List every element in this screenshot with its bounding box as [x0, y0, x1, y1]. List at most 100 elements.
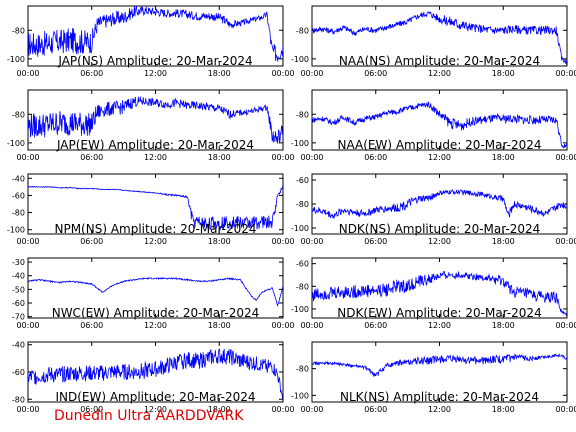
y-tick-label: -100 [291, 55, 309, 64]
x-tick-label: 00:00 [555, 237, 576, 246]
panel-title: NDK(NS) Amplitude: 20-Mar-2024 [339, 222, 541, 236]
data-series-line [28, 96, 283, 144]
y-tick-label: -40 [12, 272, 25, 281]
x-tick-label: 12:00 [428, 405, 451, 414]
x-tick-label: 06:00 [364, 69, 387, 78]
x-tick-label: 00:00 [300, 153, 323, 162]
x-tick-label: 00:00 [16, 405, 39, 414]
x-tick-label: 18:00 [208, 405, 231, 414]
x-tick-label: 06:00 [80, 405, 103, 414]
x-tick-label: 12:00 [144, 69, 167, 78]
x-tick-label: 00:00 [271, 237, 294, 246]
y-tick-label: -60 [12, 368, 25, 377]
x-tick-label: 06:00 [364, 237, 387, 246]
panel-title: NAA(NS) Amplitude: 20-Mar-2024 [339, 54, 540, 68]
x-tick-label: 00:00 [555, 153, 576, 162]
x-tick-label: 00:00 [16, 237, 39, 246]
y-tick-label: -60 [12, 299, 25, 308]
panel-7: -70 -60 -50 -40 -30 00:00 06:00 12:00 18:00 00:00… [12, 257, 295, 330]
data-series-line [28, 6, 283, 62]
panel-title: NAA(EW) Amplitude: 20-Mar-2024 [337, 138, 541, 152]
panel-6: -100 -80 -60 00:00 06:00 12:00 18:00 00:00 NDK(N… [291, 173, 576, 246]
x-tick-label: 06:00 [364, 321, 387, 330]
x-tick-label: 00:00 [300, 321, 323, 330]
y-tick-label: -100 [7, 139, 25, 148]
x-tick-label: 18:00 [492, 153, 515, 162]
x-tick-label: 00:00 [555, 321, 576, 330]
x-tick-label: 18:00 [492, 69, 515, 78]
x-tick-label: 00:00 [271, 69, 294, 78]
y-tick-label: -80 [296, 26, 309, 35]
x-tick-label: 06:00 [80, 153, 103, 162]
y-tick-label: -80 [296, 110, 309, 119]
y-tick-label: -100 [291, 305, 309, 314]
y-tick-label: -80 [12, 395, 25, 404]
x-tick-label: 06:00 [80, 237, 103, 246]
x-tick-label: 00:00 [271, 153, 294, 162]
y-tick-label: -100 [7, 55, 25, 64]
panel-9: -80 -60 -40 00:00 06:00 12:00 18:00 00:00 IND(EW… [12, 341, 295, 414]
axes-box [27, 173, 284, 235]
panel-title: NLK(NS) Amplitude: 20-Mar-2024 [340, 390, 539, 404]
axes-box [27, 257, 284, 319]
x-tick-label: 00:00 [16, 69, 39, 78]
y-tick-label: -70 [12, 313, 25, 322]
panel-title: IND(EW) Amplitude: 20-Mar-2024 [55, 390, 255, 404]
x-tick-label: 00:00 [555, 405, 576, 414]
panel-5: -100 -80 -60 -40 00:00 06:00 12:00 18:00 00:00 NP… [7, 173, 295, 246]
axes-box [311, 5, 568, 67]
x-tick-label: 06:00 [80, 321, 103, 330]
panel-title: NWC(EW) Amplitude: 20-Mar-2024 [52, 306, 260, 320]
panel-title: NDK(EW) Amplitude: 20-Mar-2024 [337, 306, 541, 320]
x-tick-label: 18:00 [208, 153, 231, 162]
x-tick-label: 12:00 [428, 237, 451, 246]
axes-box [311, 257, 568, 319]
x-tick-label: 12:00 [144, 153, 167, 162]
y-tick-label: -100 [7, 226, 25, 235]
axes-box [311, 173, 568, 235]
y-tick-label: -80 [12, 110, 25, 119]
x-tick-label: 18:00 [208, 237, 231, 246]
x-tick-label: 06:00 [80, 69, 103, 78]
x-tick-label: 12:00 [144, 405, 167, 414]
data-series-line [312, 353, 567, 378]
y-tick-label: -80 [296, 200, 309, 209]
x-tick-label: 12:00 [144, 237, 167, 246]
panel-title: JAP(EW) Amplitude: 20-Mar-2024 [56, 138, 254, 152]
x-tick-label: 12:00 [144, 321, 167, 330]
panel-title: JAP(NS) Amplitude: 20-Mar-2024 [57, 54, 252, 68]
panel-2: -100 -80 00:00 06:00 12:00 18:00 00:00 NAA(NS) … [291, 5, 576, 78]
x-tick-label: 00:00 [300, 69, 323, 78]
y-tick-label: -50 [12, 285, 25, 294]
data-series-line [28, 276, 283, 307]
y-tick-label: -60 [12, 191, 25, 200]
x-tick-label: 00:00 [271, 405, 294, 414]
panel-title: NPM(NS) Amplitude: 20-Mar-2024 [54, 222, 256, 236]
x-tick-label: 18:00 [208, 321, 231, 330]
y-tick-label: -80 [12, 26, 25, 35]
x-tick-label: 18:00 [492, 237, 515, 246]
x-tick-label: 00:00 [300, 405, 323, 414]
data-series-line [312, 11, 567, 65]
panel-1: -100 -80 00:00 06:00 12:00 18:00 00:00 JAP(NS) … [7, 5, 295, 78]
y-tick-label: -30 [12, 258, 25, 267]
y-tick-label: -80 [296, 365, 309, 374]
x-tick-label: 00:00 [16, 153, 39, 162]
station-label: Dunedin Ultra AARDDVARK [54, 408, 244, 424]
y-tick-label: -100 [291, 139, 309, 148]
x-tick-label: 12:00 [428, 69, 451, 78]
y-tick-label: -80 [296, 282, 309, 291]
y-tick-label: -40 [12, 174, 25, 183]
panel-4: -100 -80 00:00 06:00 12:00 18:00 00:00 NAA(EW) … [291, 89, 576, 162]
data-series-line [28, 185, 283, 231]
x-tick-label: 00:00 [16, 321, 39, 330]
x-tick-label: 18:00 [208, 69, 231, 78]
x-tick-label: 12:00 [428, 153, 451, 162]
panel-8: -100 -80 -60 00:00 06:00 12:00 18:00 00:00 NDK(E… [291, 257, 576, 330]
x-tick-label: 06:00 [364, 153, 387, 162]
panel-3: -100 -80 00:00 06:00 12:00 18:00 00:00 JAP(EW) … [7, 89, 295, 162]
y-tick-label: -100 [291, 391, 309, 400]
y-tick-label: -60 [296, 260, 309, 269]
panel-10: -100 -80 00:00 06:00 12:00 18:00 00:00 NLK(NS) … [291, 341, 576, 414]
